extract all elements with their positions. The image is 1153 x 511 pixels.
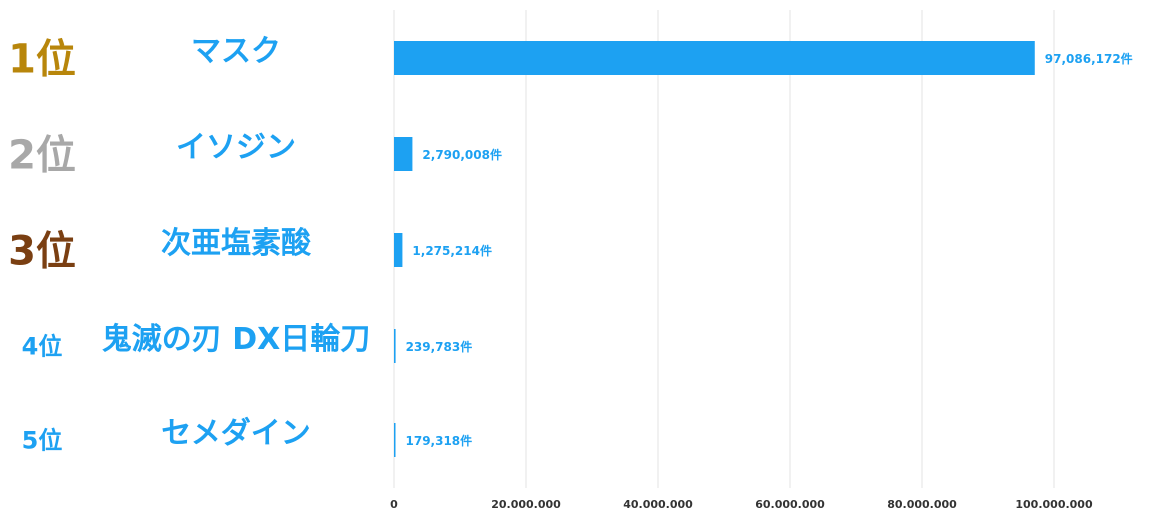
bar	[394, 137, 412, 171]
category-label: 鬼滅の刃 DX日輪刀	[102, 322, 370, 357]
rank-label: 5位	[22, 427, 63, 455]
bar	[394, 41, 1035, 75]
x-tick-label: 40.000.000	[623, 498, 693, 511]
x-axis-ticks: 0 20.000.000 40.000.000 60.000.000 80.000.00…	[390, 498, 1093, 511]
x-tick-label: 60.000.000	[755, 498, 825, 511]
rank-label: 3位	[8, 228, 76, 274]
x-tick-label: 80.000.000	[887, 498, 957, 511]
category-label: イソジン	[176, 130, 296, 165]
bar	[394, 423, 396, 457]
value-label: 2,790,008件	[422, 147, 502, 162]
rank-label: 1位	[8, 36, 76, 82]
x-tick-label: 100.000.000	[1015, 498, 1093, 511]
value-label: 179,318件	[406, 433, 473, 448]
rank-labels: 1位 2位 3位 4位 5位	[8, 36, 76, 454]
value-label: 1,275,214件	[412, 243, 492, 258]
x-tick-label: 20.000.000	[491, 498, 561, 511]
category-label: 次亜塩素酸	[161, 226, 312, 261]
bar	[394, 329, 396, 363]
category-label: マスク	[191, 34, 281, 69]
bar	[394, 233, 402, 267]
value-label: 97,086,172件	[1045, 51, 1133, 66]
value-label: 239,783件	[406, 339, 473, 354]
value-labels: 97,086,172件 2,790,008件 1,275,214件 239,783件 1…	[406, 51, 1133, 448]
rank-label: 2位	[8, 132, 76, 178]
gridlines	[394, 10, 1054, 488]
category-label: セメダイン	[161, 416, 310, 451]
x-tick-label: 0	[390, 498, 398, 511]
rank-label: 4位	[22, 333, 63, 361]
